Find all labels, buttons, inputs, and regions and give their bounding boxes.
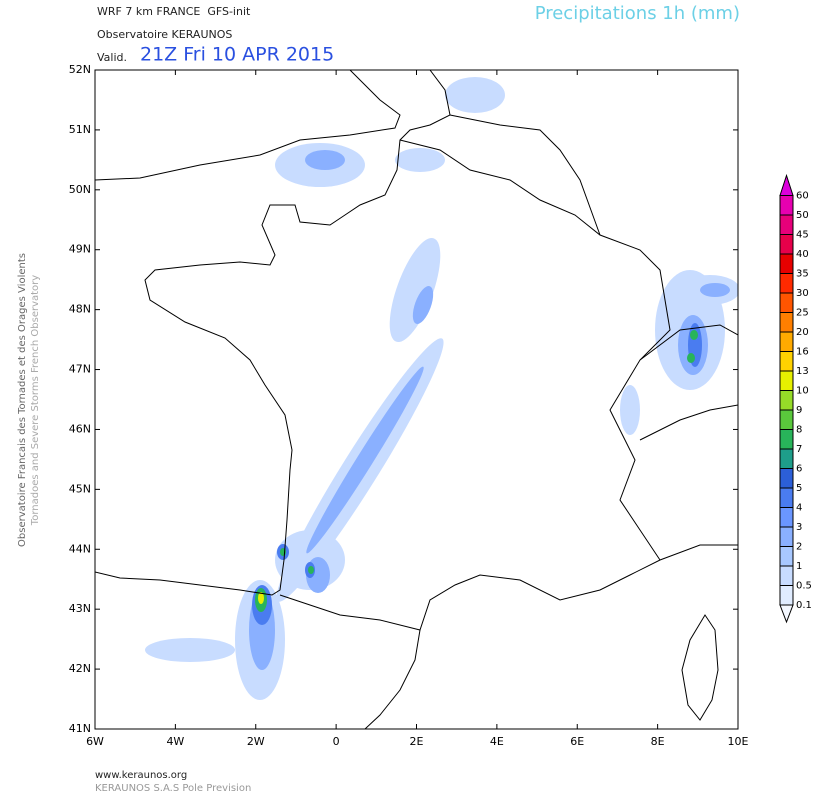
colorbar-box	[779, 351, 794, 372]
lat-label: 48N	[69, 303, 91, 316]
lon-label: 2E	[410, 735, 424, 748]
colorbar-box	[779, 448, 794, 469]
colorbar-box	[779, 312, 794, 333]
side-text: Tornadoes and Severe Storms French Obser…	[30, 275, 41, 526]
colorbar-box	[779, 273, 794, 294]
colorbar-label: 16	[796, 347, 809, 358]
colorbar-box	[779, 370, 794, 391]
lat-label: 41N	[69, 722, 91, 735]
colorbar-triangle	[779, 173, 794, 196]
colorbar-label: 3	[796, 522, 802, 533]
colorbar-box	[779, 390, 794, 411]
colorbar-label: 10	[796, 386, 809, 397]
colorbar-box	[779, 429, 794, 450]
colorbar-label: 0.5	[796, 581, 812, 592]
product-title: Precipitations 1h (mm)	[535, 3, 740, 24]
lon-label: 6E	[570, 735, 584, 748]
lat-label: 52N	[69, 63, 91, 76]
lon-label: 6W	[86, 735, 104, 748]
colorbar-box	[779, 468, 794, 489]
lat-label: 42N	[69, 662, 91, 675]
colorbar-box	[779, 331, 794, 352]
colorbar-label: 4	[796, 503, 802, 514]
colorbar-label: 25	[796, 308, 809, 319]
colorbar-label: 0.1	[796, 600, 812, 611]
lat-label: 50N	[69, 183, 91, 196]
lat-label: 49N	[69, 243, 91, 256]
colorbar-label: 1	[796, 561, 802, 572]
model-text: WRF 7 km FRANCE GFS-init	[97, 5, 251, 18]
colorbar-label: 2	[796, 542, 802, 553]
lat-label: 46N	[69, 422, 91, 435]
colorbar-box	[779, 409, 794, 430]
colorbar-box	[779, 234, 794, 255]
lon-label: 4W	[166, 735, 184, 748]
footer-url: www.keraunos.org	[95, 770, 187, 781]
colorbar-box	[779, 585, 794, 606]
colorbar-label: 50	[796, 210, 809, 221]
colorbar-box	[779, 546, 794, 567]
valid-label: Valid.	[97, 51, 127, 64]
lat-label: 43N	[69, 602, 91, 615]
colorbar-box	[779, 487, 794, 508]
colorbar-label: 35	[796, 269, 809, 280]
lat-label: 51N	[69, 123, 91, 136]
precipitation	[145, 77, 738, 700]
side-text: Observatoire Francais des Tornades et de…	[17, 253, 28, 547]
lon-label: 4E	[490, 735, 504, 748]
coastlines	[95, 70, 738, 729]
colorbar-label: 9	[796, 405, 802, 416]
lat-label: 45N	[69, 482, 91, 495]
lat-label: 44N	[69, 542, 91, 555]
colorbar-box	[779, 526, 794, 547]
footer-company: KERAUNOS S.A.S Pole Prevision	[95, 783, 251, 794]
colorbar-label: 13	[796, 366, 809, 377]
colorbar-label: 7	[796, 444, 802, 455]
colorbar-box	[779, 195, 794, 216]
colorbar-box	[779, 214, 794, 235]
valid-time: 21Z Fri 10 APR 2015	[140, 44, 334, 66]
colorbar-label: 40	[796, 249, 809, 260]
lon-label: 10E	[728, 735, 749, 748]
colorbar-label: 20	[796, 327, 809, 338]
colorbar-box	[779, 565, 794, 586]
colorbar-triangle	[779, 604, 794, 624]
colorbar-label: 8	[796, 425, 802, 436]
lon-label: 8E	[651, 735, 665, 748]
org-text: Observatoire KERAUNOS	[97, 28, 232, 41]
colorbar-label: 5	[796, 483, 802, 494]
colorbar-box	[779, 253, 794, 274]
lat-label: 47N	[69, 363, 91, 376]
colorbar-label: 6	[796, 464, 802, 475]
colorbar-label: 60	[796, 191, 809, 202]
colorbar-box	[779, 507, 794, 528]
colorbar-label: 30	[796, 288, 809, 299]
lon-label: 0	[333, 735, 340, 748]
colorbar-box	[779, 292, 794, 313]
lon-label: 2W	[247, 735, 265, 748]
colorbar-label: 45	[796, 230, 809, 241]
